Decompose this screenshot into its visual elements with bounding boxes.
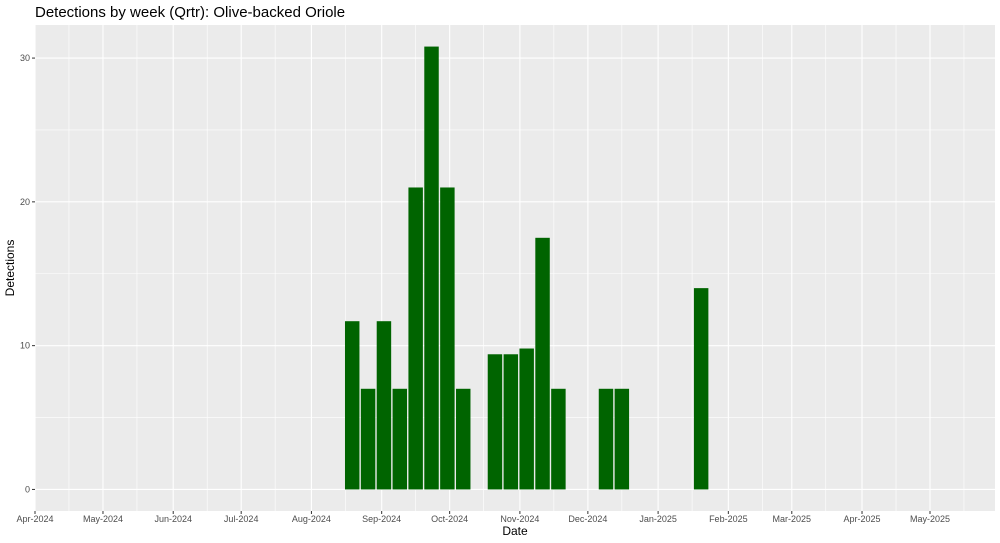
bar xyxy=(456,388,471,490)
x-tick-label: Jan-2025 xyxy=(639,514,677,524)
x-tick-label: Feb-2025 xyxy=(709,514,748,524)
x-tick-label: Apr-2025 xyxy=(844,514,881,524)
bar xyxy=(519,348,534,490)
bar xyxy=(424,46,439,490)
x-tick-label: May-2024 xyxy=(83,514,123,524)
x-tick-label: Aug-2024 xyxy=(292,514,331,524)
x-tick-label: Jun-2024 xyxy=(154,514,192,524)
y-tick-label: 30 xyxy=(20,53,30,63)
x-tick-label: May-2025 xyxy=(910,514,950,524)
x-tick-label: Apr-2024 xyxy=(16,514,53,524)
x-tick-label: Oct-2024 xyxy=(431,514,468,524)
bar xyxy=(551,388,566,490)
x-axis-title: Date xyxy=(502,524,528,538)
bar xyxy=(598,388,614,490)
x-tick-label: Nov-2024 xyxy=(500,514,539,524)
bar xyxy=(693,288,709,490)
bar xyxy=(376,321,392,490)
x-tick-label: Dec-2024 xyxy=(568,514,607,524)
bar xyxy=(392,388,408,490)
bar xyxy=(535,237,550,490)
y-axis-title: Detections xyxy=(3,240,17,297)
bars xyxy=(344,46,709,490)
y-tick-label: 0 xyxy=(25,484,30,494)
y-tick-label: 10 xyxy=(20,341,30,351)
x-tick-label: Sep-2024 xyxy=(362,514,401,524)
x-tick-label: Jul-2024 xyxy=(224,514,259,524)
bar xyxy=(408,187,423,490)
y-axis: 0 10 20 30 xyxy=(20,53,35,494)
bar xyxy=(614,388,630,490)
bar xyxy=(487,354,503,490)
chart-title: Detections by week (Qrtr): Olive-backed … xyxy=(35,4,345,21)
x-tick-label: Mar-2025 xyxy=(773,514,812,524)
x-axis: Apr-2024 May-2024 Jun-2024 Jul-2024 Aug-2024… xyxy=(16,511,950,524)
bar xyxy=(503,354,519,490)
bar xyxy=(360,388,376,490)
bar xyxy=(440,187,455,490)
bar xyxy=(344,321,360,490)
y-tick-label: 20 xyxy=(20,197,30,207)
